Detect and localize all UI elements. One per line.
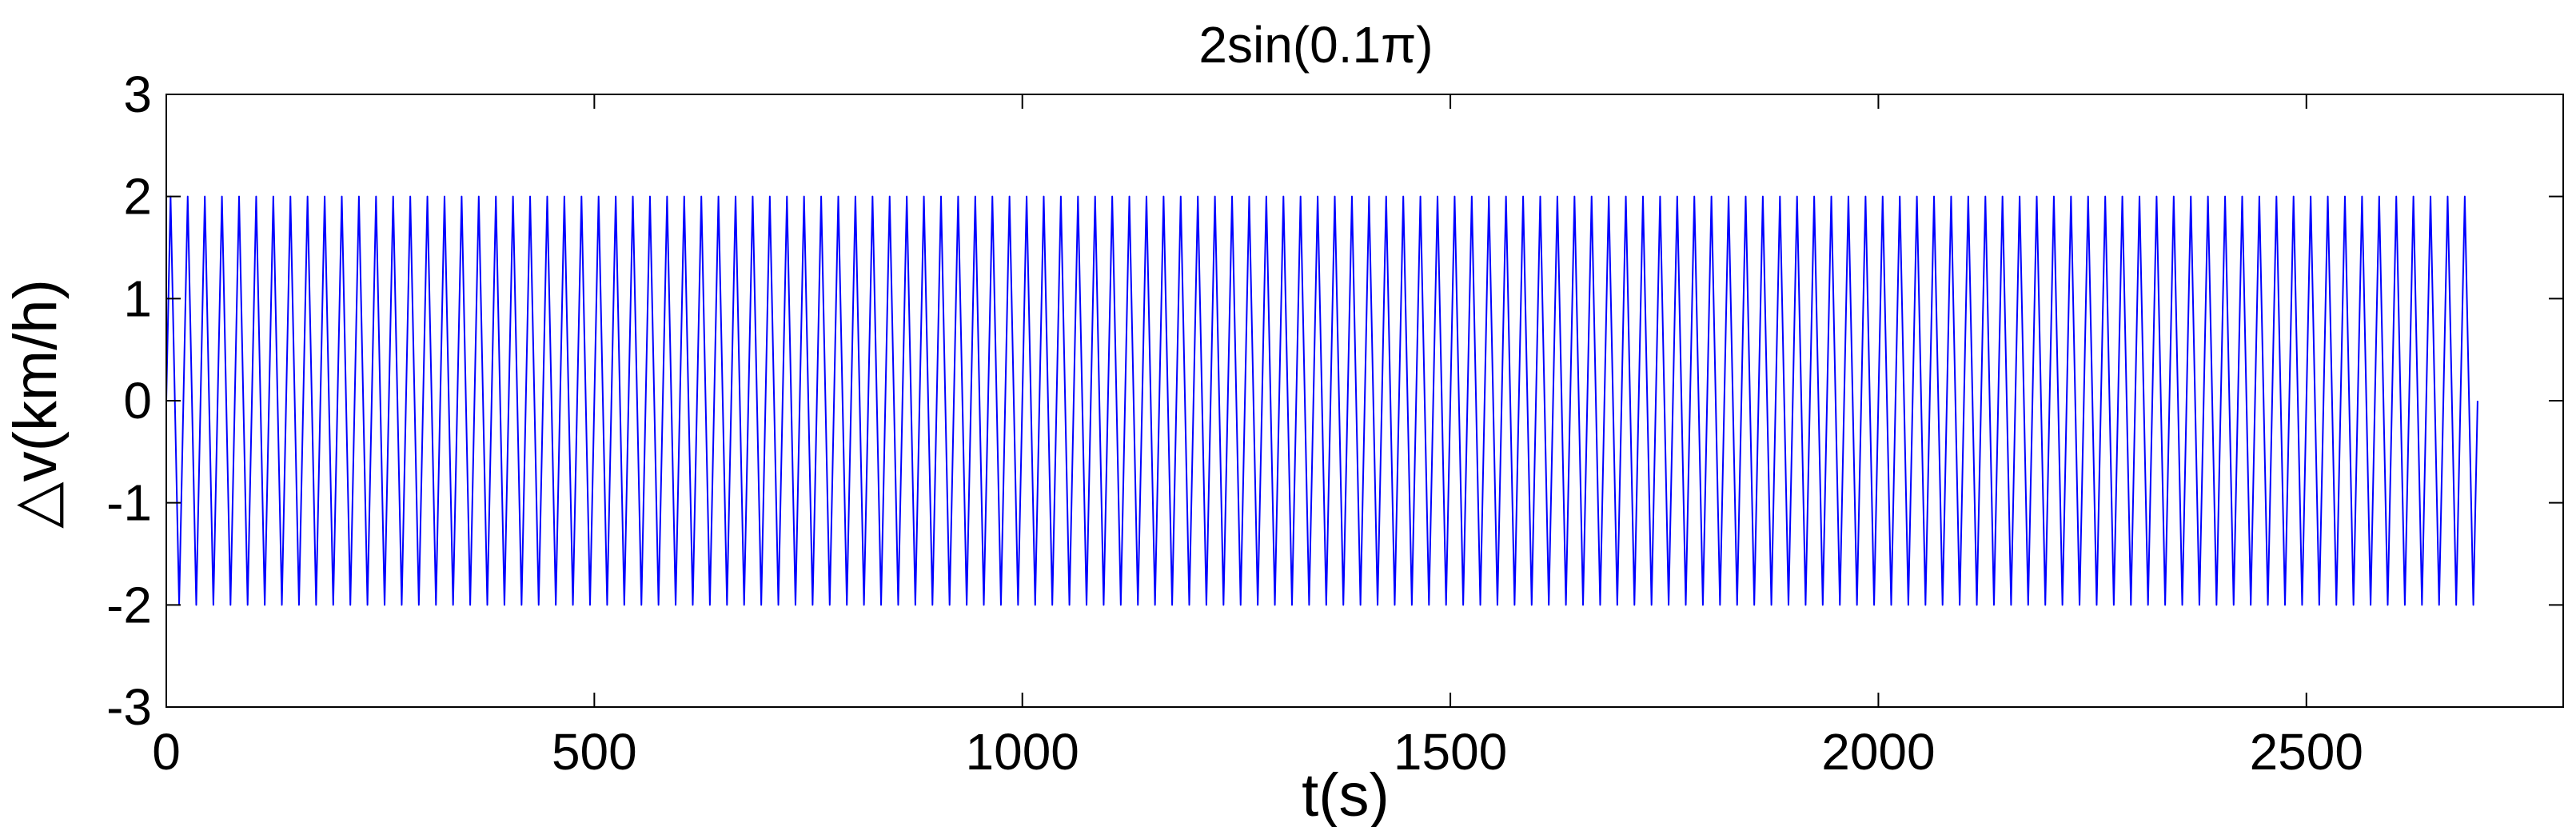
x-tick-label: 500 [552,723,637,781]
x-tick-label: 1000 [966,723,1079,781]
y-tick-label: -2 [106,576,152,633]
y-tick-label: 2 [123,168,152,226]
x-tick-label: 2500 [2250,723,2363,781]
y-axis-label: △v(km/h) [2,279,70,529]
x-tick-label: 2000 [1821,723,1935,781]
y-tick-label: 3 [123,66,152,123]
x-tick-label: 1500 [1394,723,1507,781]
series-line-0 [165,195,2478,606]
y-tick-label: -3 [106,678,152,736]
y-tick-label: 1 [123,270,152,327]
y-tick-label: -1 [106,474,152,532]
x-tick-label: 0 [152,723,181,781]
plot-area: 0 500 1000 1500 2000 2500 -3 -2 -1 0 1 2 3 [106,66,2564,781]
chart-title: 2sin(0.1π) [1198,16,1433,74]
y-tick-label: 0 [123,372,152,429]
x-axis-label: t(s) [1302,761,1390,827]
